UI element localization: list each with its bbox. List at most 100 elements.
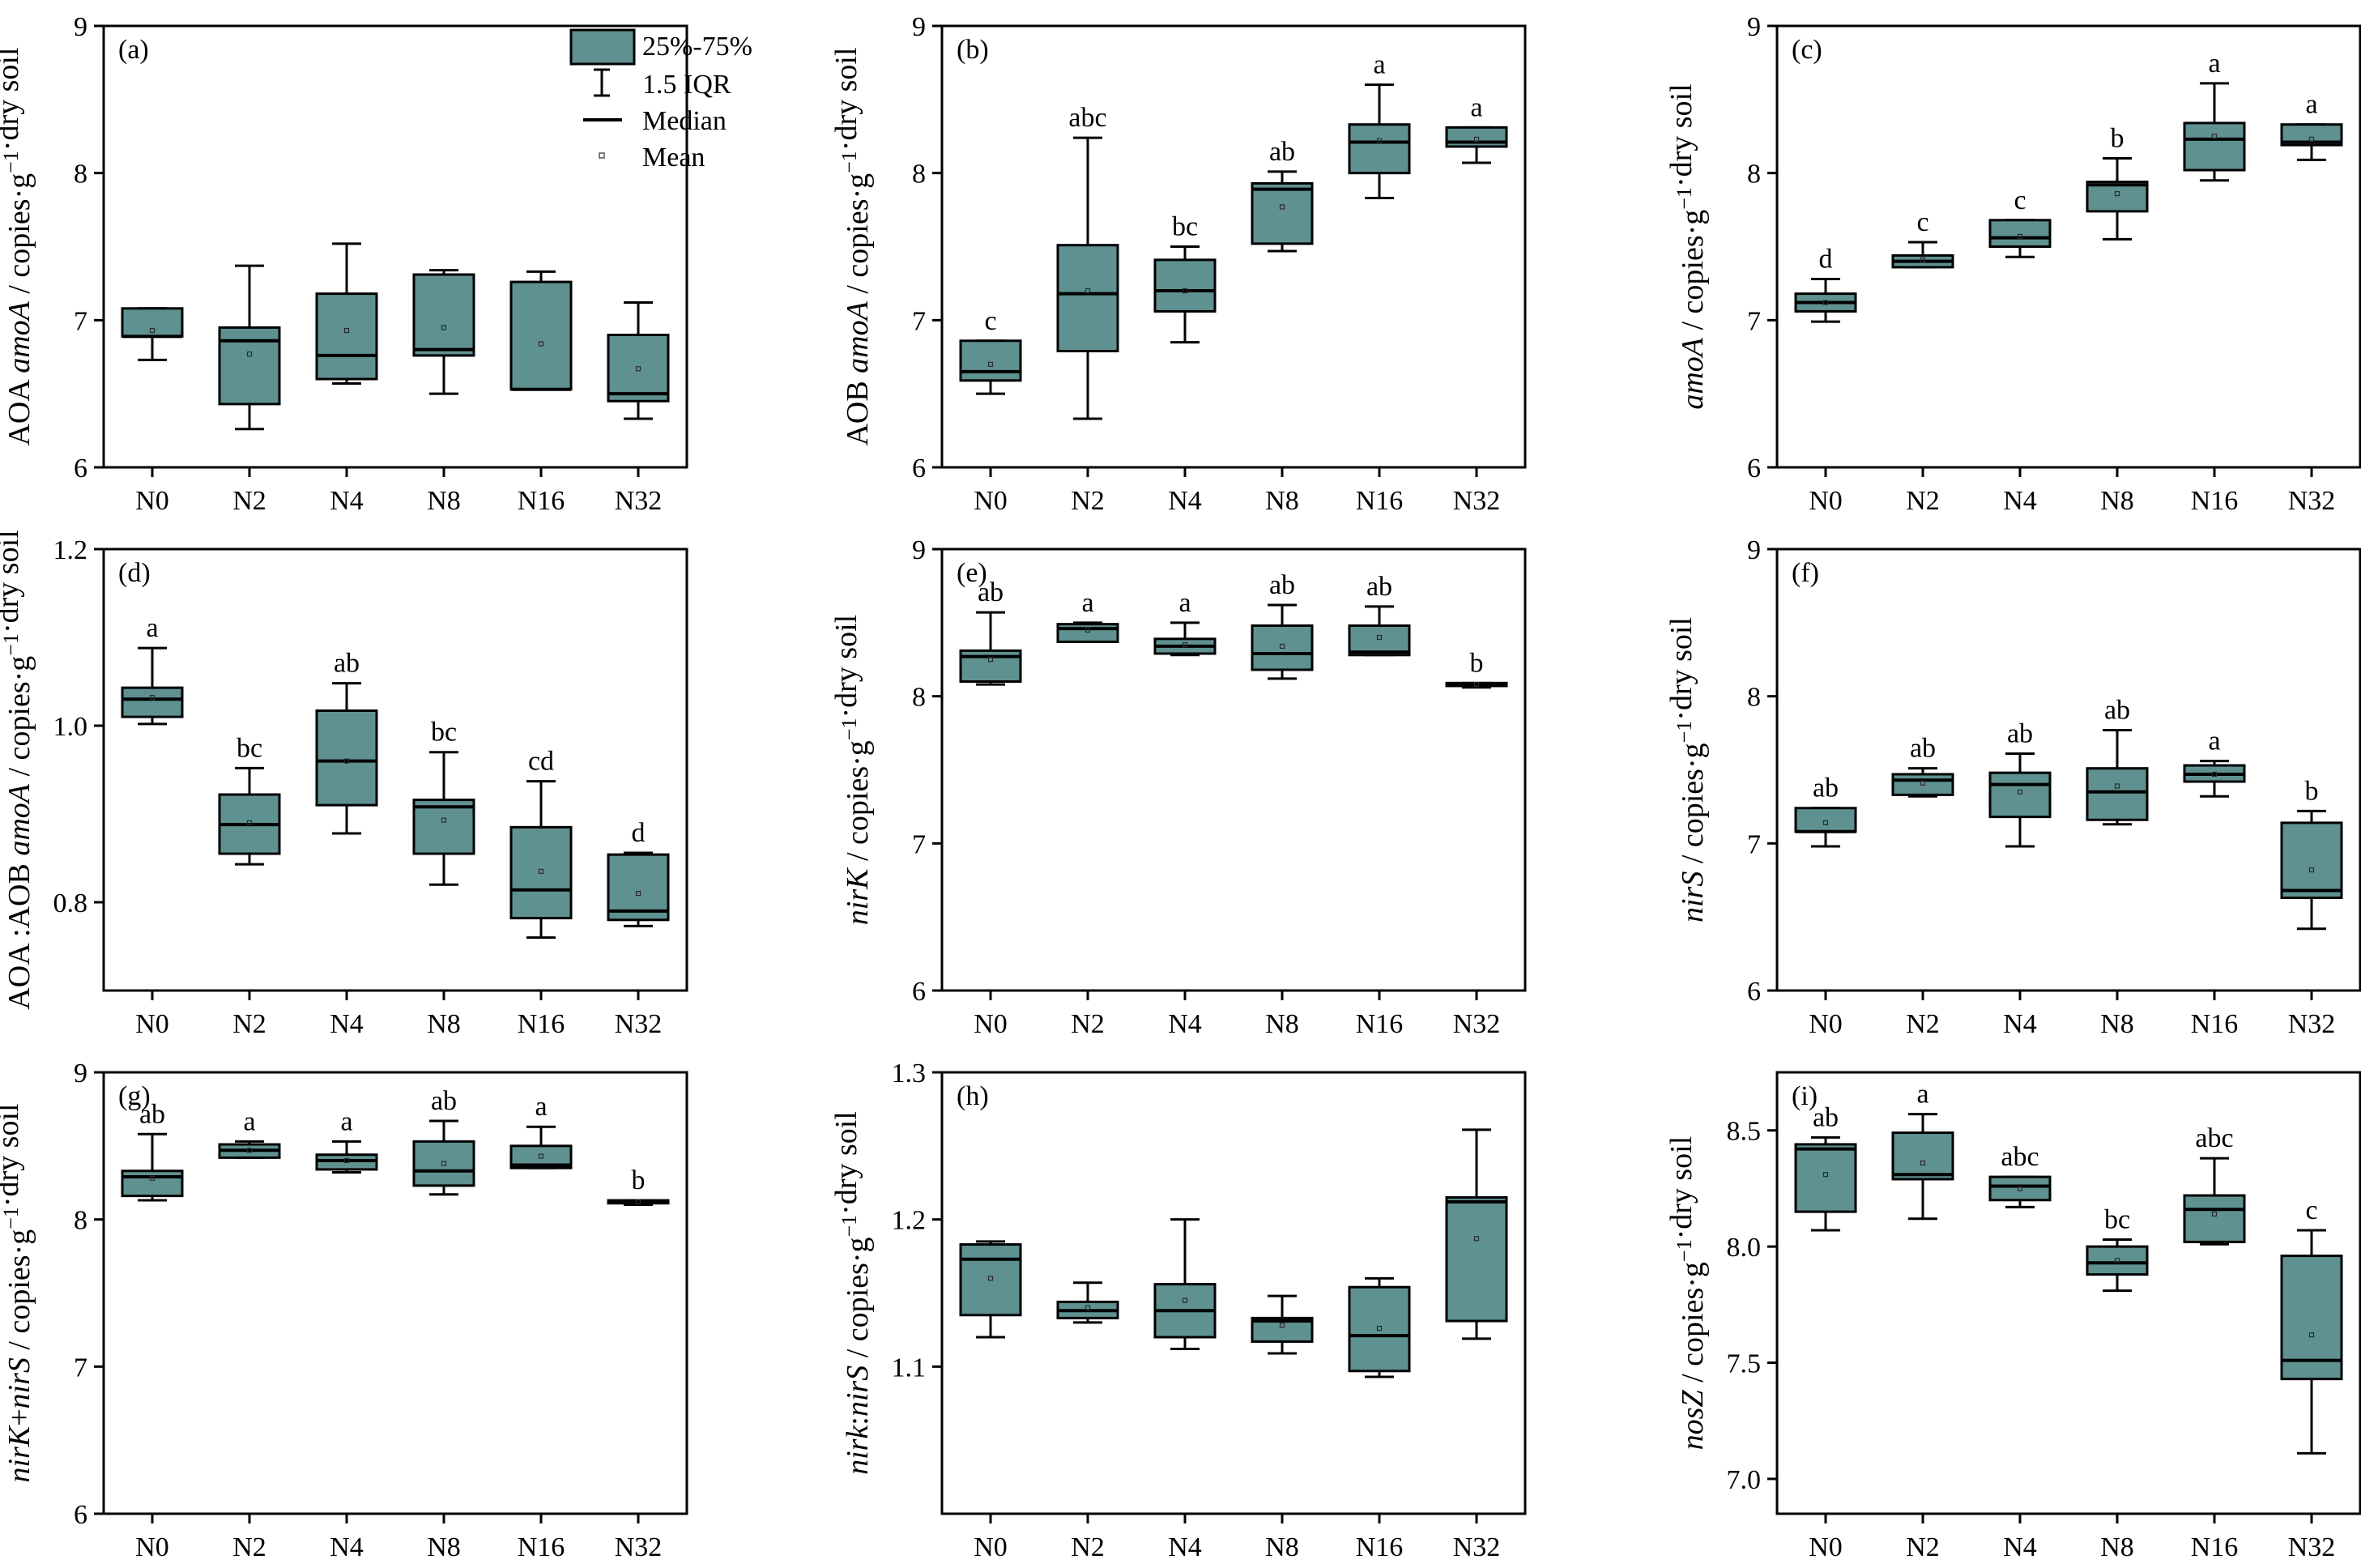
- mean-marker: [1085, 627, 1091, 633]
- x-tick-label: N32: [1453, 1009, 1501, 1039]
- mean-marker: [635, 366, 641, 372]
- significance-letter: a: [1081, 588, 1093, 618]
- box-N2: a: [218, 1106, 281, 1159]
- y-tick-label: 6: [74, 1500, 87, 1530]
- iqr-box: [218, 326, 281, 406]
- x-tick-label: N32: [2288, 1009, 2336, 1039]
- panel-d: 0.8 1.0 1.2 N0 N2 N4 N8 N16 N32 (d) AOA :AOB amoA …: [0, 530, 688, 1039]
- y-tick-label: 9: [1747, 535, 1761, 565]
- x-tick-label: N2: [1906, 1532, 1940, 1562]
- x-tick-label: N0: [135, 1009, 169, 1039]
- iqr-box: [412, 1140, 475, 1187]
- y-tick-label: 6: [1747, 977, 1761, 1007]
- iqr-box: [1251, 624, 1314, 671]
- mean-marker: [538, 868, 544, 874]
- mean-marker: [1182, 288, 1188, 294]
- panel-label: (f): [1792, 558, 1819, 588]
- mean-marker: [1920, 780, 1926, 786]
- iqr-box: [121, 307, 184, 338]
- box-N2: c: [1891, 207, 1954, 269]
- x-tick-label: N32: [615, 1009, 663, 1039]
- y-axis-title-part: nirS: [2, 1357, 36, 1408]
- y-axis-title-part: / copies·g: [841, 1237, 875, 1365]
- mean-marker: [1279, 1323, 1285, 1328]
- x-tick-label: N16: [518, 1009, 565, 1039]
- legend-box-swatch: [569, 28, 636, 66]
- box-N2: ab: [1891, 734, 1954, 798]
- y-axis-title: AOA amoA / copies·g−1·dry soil: [0, 47, 36, 445]
- y-tick-label: 1.3: [892, 1059, 927, 1089]
- box-N16: [509, 270, 573, 391]
- box-N4: c: [1988, 185, 2052, 258]
- x-tick-label: N0: [1809, 1532, 1843, 1562]
- box-N8: b: [2086, 124, 2149, 241]
- iqr-box: [1348, 624, 1411, 657]
- iqr-box: [121, 1170, 184, 1198]
- box-N4: ab: [1988, 719, 2052, 848]
- significance-letter: bc: [2104, 1205, 2130, 1235]
- mean-marker: [246, 1148, 253, 1153]
- box-N16: a: [2183, 726, 2246, 798]
- x-tick-label: N16: [518, 1532, 565, 1562]
- mean-marker: [2211, 134, 2218, 139]
- y-tick-label: 6: [912, 977, 926, 1007]
- box-N2: a: [1891, 1080, 1954, 1221]
- iqr-box: [2086, 767, 2149, 821]
- box-N4: [315, 242, 378, 385]
- box-N32: b: [607, 1165, 670, 1206]
- y-axis-title: nirK / copies·g−1·dry soil: [829, 615, 875, 925]
- x-tick-label: N32: [1453, 486, 1501, 516]
- x-tick-label: N4: [2003, 1009, 2037, 1039]
- mean-marker: [1182, 1297, 1188, 1303]
- x-tick-label: N16: [1356, 1009, 1404, 1039]
- significance-letter: abc: [1068, 103, 1106, 133]
- x-tick-label: N8: [1265, 1009, 1299, 1039]
- y-tick-label: 7: [1747, 306, 1761, 336]
- box-N16: a: [2183, 49, 2246, 182]
- x-tick-label: N4: [1168, 1532, 1202, 1562]
- significance-letter: c: [2014, 185, 2026, 215]
- y-axis-title-part: ·dry soil: [829, 615, 863, 718]
- y-axis-title: nosZ / copies·g−1·dry soil: [1664, 1136, 1710, 1451]
- mean-marker: [441, 817, 447, 823]
- significance-letter: abc: [2001, 1142, 2039, 1172]
- y-axis-title-part: ·dry soil: [1664, 617, 1698, 721]
- y-axis-title-part: / copies·g: [841, 173, 875, 301]
- y-axis-title-part: nirK: [2, 1425, 36, 1482]
- y-tick-label: 0.8: [53, 888, 88, 918]
- mean-marker: [343, 327, 350, 334]
- iqr-box: [2086, 1245, 2149, 1276]
- significance-letter: bc: [237, 733, 262, 763]
- x-tick-label: N0: [974, 1532, 1008, 1562]
- mean-marker: [2017, 233, 2023, 239]
- y-axis-title-part: −1: [0, 633, 23, 656]
- y-tick-label: 8.5: [1727, 1117, 1762, 1147]
- x-tick-label: N0: [135, 1532, 169, 1562]
- x-tick-label: N2: [1071, 1532, 1105, 1562]
- significance-letter: ab: [1813, 773, 1839, 803]
- y-axis-title-part: ·dry soil: [1664, 1136, 1698, 1240]
- iqr-box: [1153, 258, 1217, 313]
- y-axis-title-part: ·dry soil: [0, 47, 25, 151]
- x-tick-label: N16: [518, 486, 565, 516]
- x-tick-label: N4: [330, 486, 364, 516]
- box-N0: d: [1794, 244, 1857, 323]
- y-tick-label: 1.1: [892, 1353, 927, 1383]
- box-N16: a: [509, 1092, 573, 1170]
- panel-f: 6 7 8 9 N0 N2 N4 N8 N16 N32 (f) nirS / copies·g−1·d…: [1664, 535, 2361, 1039]
- legend-median-label: Median: [642, 106, 727, 136]
- x-tick-label: N4: [2003, 1532, 2037, 1562]
- box-N4: a: [1153, 588, 1217, 657]
- y-tick-label: 8: [912, 683, 926, 713]
- box-N8: ab: [2086, 695, 2149, 826]
- y-tick-label: 9: [912, 535, 926, 565]
- x-tick-label: N16: [1356, 1532, 1404, 1562]
- box-N2: bc: [218, 733, 281, 866]
- mean-marker: [2114, 783, 2120, 789]
- y-axis-title: nirK+nirS / copies·g−1·dry soil: [0, 1103, 36, 1482]
- legend-mean-marker: [599, 152, 605, 159]
- mean-marker: [1822, 820, 1829, 826]
- iqr-box: [1056, 623, 1119, 643]
- box-N0: [959, 1240, 1022, 1339]
